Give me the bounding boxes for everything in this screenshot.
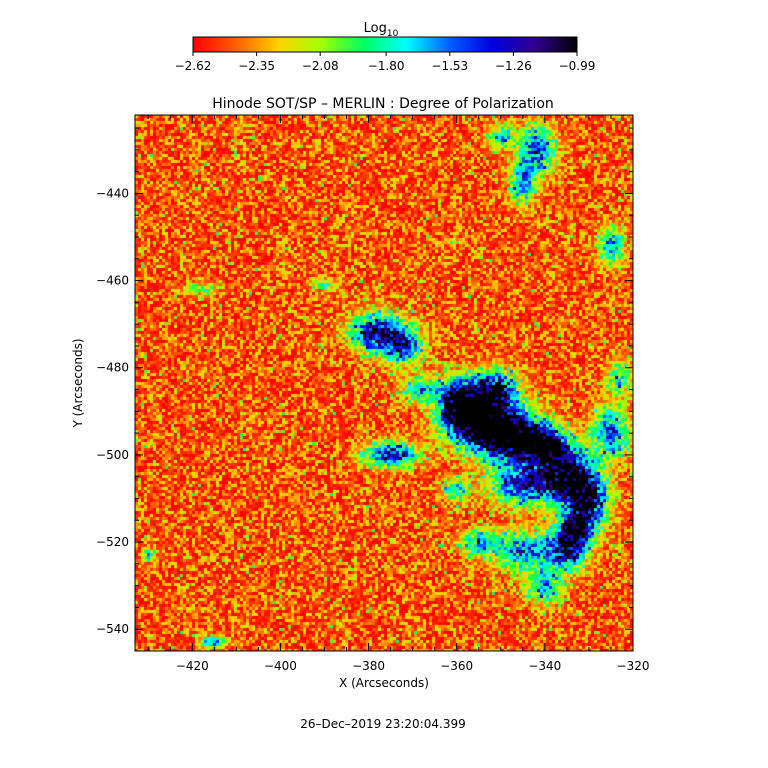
- colorbar-tick-label: −2.62: [175, 59, 212, 73]
- colorbar-gradient: [192, 36, 578, 53]
- x-tick-label: −360: [440, 659, 473, 673]
- colorbar: Log10 −2.62 −2.35 −2.08 −1.80 −1.53 −1.26 −0.9…: [175, 21, 596, 73]
- colorbar-ticks: −2.62 −2.35 −2.08 −1.80 −1.53 −1.26 −0.99: [175, 52, 596, 73]
- y-tick-label: −480: [96, 361, 129, 375]
- colorbar-tick-label: −1.26: [495, 59, 532, 73]
- x-tick-label: −400: [264, 659, 297, 673]
- colorbar-tick-label: −0.99: [559, 59, 596, 73]
- timestamp: 26–Dec–2019 23:20:04.399: [300, 717, 465, 731]
- y-tick-label: −440: [96, 186, 129, 200]
- colorbar-label: Log10: [364, 21, 399, 39]
- y-tick-label: −460: [96, 274, 129, 288]
- colorbar-tick-label: −1.80: [368, 59, 405, 73]
- x-axis: −420 −400 −380 −360 −340 −320: [147, 115, 650, 673]
- plot-frame: [134, 114, 634, 652]
- chart-title: Hinode SOT/SP – MERLIN : Degree of Polar…: [212, 96, 554, 112]
- colorbar-tick-label: −2.35: [238, 59, 275, 73]
- colorbar-tick-label: −1.53: [431, 59, 468, 73]
- x-tick-label: −380: [352, 659, 385, 673]
- heatmap-area: [135, 115, 633, 651]
- y-tick-label: −540: [96, 622, 129, 636]
- y-axis: −440 −460 −480 −500 −520 −540: [96, 127, 633, 652]
- polarization-heatmap: [135, 115, 633, 651]
- x-tick-label: −320: [617, 659, 650, 673]
- x-tick-label: −420: [176, 659, 209, 673]
- y-tick-label: −520: [96, 535, 129, 549]
- y-axis-label: Y (Arcseconds): [71, 338, 85, 428]
- x-axis-label: X (Arcseconds): [339, 676, 429, 690]
- colorbar-tick-label: −2.08: [302, 59, 339, 73]
- y-tick-label: −500: [96, 448, 129, 462]
- x-tick-label: −340: [528, 659, 561, 673]
